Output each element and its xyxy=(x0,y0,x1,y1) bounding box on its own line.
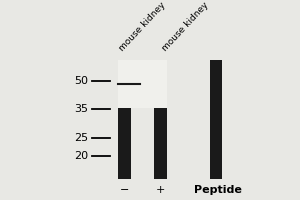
Bar xyxy=(118,60,167,108)
Text: mouse kidney: mouse kidney xyxy=(160,1,210,53)
Text: −: − xyxy=(120,185,129,195)
Text: 50: 50 xyxy=(74,76,88,86)
Text: Peptide: Peptide xyxy=(194,185,242,195)
Text: 25: 25 xyxy=(74,133,88,143)
Text: mouse kidney: mouse kidney xyxy=(118,1,168,53)
Text: +: + xyxy=(156,185,165,195)
Bar xyxy=(118,60,131,179)
Bar xyxy=(154,60,167,179)
Text: 20: 20 xyxy=(74,151,88,161)
Bar xyxy=(210,60,222,179)
Text: 35: 35 xyxy=(74,104,88,114)
